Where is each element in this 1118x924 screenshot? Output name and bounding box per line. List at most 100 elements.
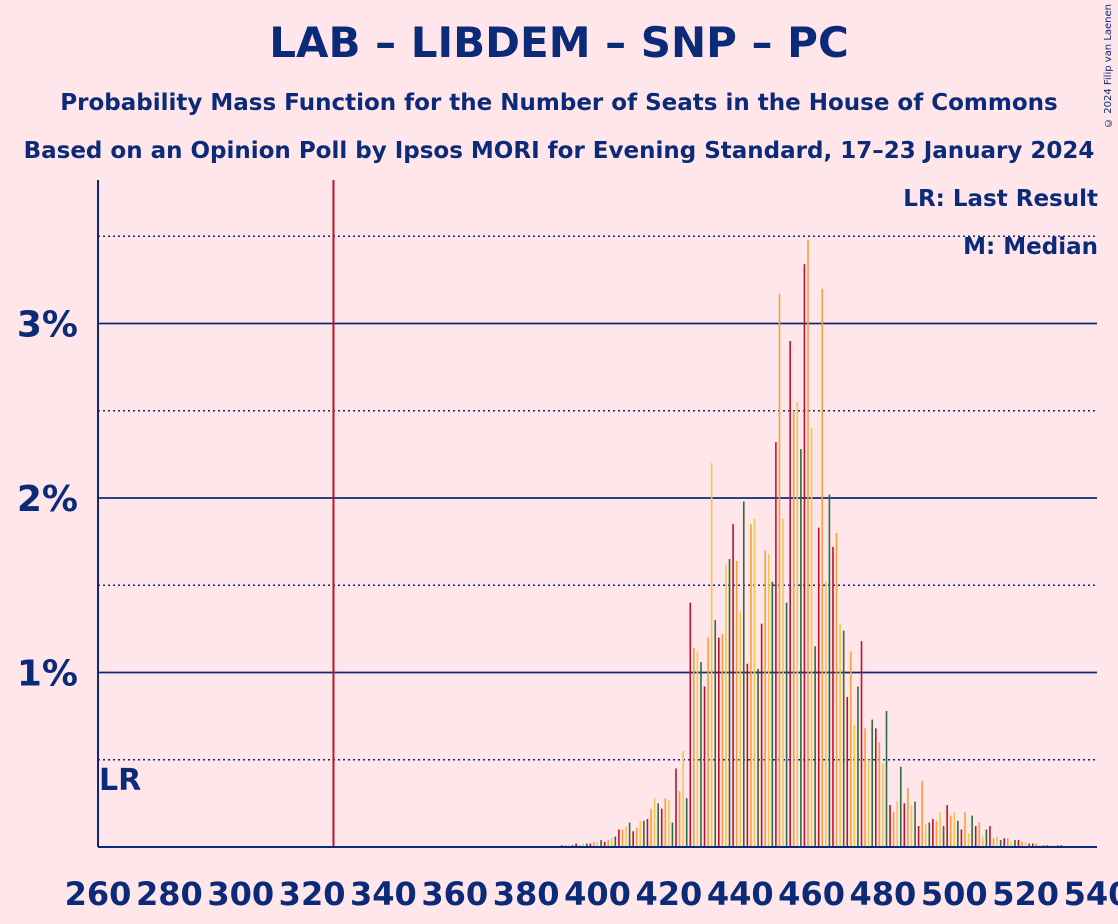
data-bar <box>632 831 634 847</box>
data-bar <box>857 686 859 847</box>
data-bar <box>585 843 588 847</box>
data-bar <box>803 264 806 847</box>
data-bar <box>978 822 981 847</box>
data-bar <box>825 581 827 847</box>
data-bar <box>621 829 624 847</box>
data-bar <box>685 798 688 847</box>
data-bar <box>721 634 724 847</box>
data-bar <box>589 843 592 847</box>
data-bar <box>1003 838 1006 847</box>
data-bar <box>846 696 849 847</box>
data-bar <box>867 759 870 847</box>
data-bar <box>899 766 902 847</box>
data-bar <box>575 843 577 847</box>
data-bar <box>735 560 738 847</box>
data-bar <box>828 494 831 847</box>
data-bar <box>593 841 595 847</box>
data-bar <box>771 581 774 847</box>
data-bar <box>882 763 884 847</box>
data-bar <box>1017 840 1020 847</box>
data-bar <box>942 826 945 847</box>
data-bar <box>710 463 713 847</box>
data-bar <box>832 546 834 847</box>
data-bar <box>628 822 631 847</box>
data-bar <box>939 812 941 847</box>
data-bar <box>807 239 809 848</box>
data-bar <box>660 808 663 847</box>
data-bar <box>989 826 991 847</box>
x-tick-label: 520 <box>992 875 1059 913</box>
data-bar <box>646 819 649 847</box>
data-bar <box>671 822 674 847</box>
legend-median: M: Median <box>963 234 1098 260</box>
data-bar <box>718 637 720 847</box>
data-bar <box>878 742 881 847</box>
data-bar <box>714 620 717 847</box>
data-bar <box>778 293 781 848</box>
x-tick-label: 420 <box>635 875 702 913</box>
data-bar <box>582 843 585 847</box>
y-tick-label: 3% <box>17 305 78 346</box>
data-bar <box>903 803 906 847</box>
data-bar <box>992 838 995 847</box>
data-bar <box>785 602 788 847</box>
data-bar <box>625 826 627 847</box>
data-bar <box>800 449 802 847</box>
data-bar <box>728 559 731 847</box>
data-bar <box>885 710 888 847</box>
data-bar <box>796 402 799 847</box>
last-result-label: LR <box>99 763 141 798</box>
data-bar <box>924 824 927 847</box>
data-bar <box>892 812 895 847</box>
data-bar <box>614 836 617 847</box>
data-bar <box>693 648 695 847</box>
data-bar <box>1014 840 1016 847</box>
x-tick-label: 300 <box>207 875 274 913</box>
data-bar <box>907 787 909 847</box>
data-bar <box>810 428 813 847</box>
data-bar <box>792 410 795 847</box>
y-tick-label: 1% <box>17 654 78 695</box>
data-bar <box>839 623 841 847</box>
data-bar <box>739 611 742 847</box>
y-tick-label: 2% <box>17 479 78 520</box>
legend-last-result: LR: Last Result <box>903 186 1098 212</box>
data-bar <box>650 808 652 847</box>
data-bar <box>996 836 998 847</box>
data-bar <box>871 719 874 847</box>
data-bar <box>635 827 638 847</box>
data-bar <box>860 641 863 847</box>
data-bar <box>921 780 923 847</box>
data-bar <box>914 801 916 847</box>
data-bar <box>957 820 959 847</box>
data-bar <box>703 686 706 847</box>
data-bar <box>618 829 620 847</box>
data-bar <box>764 550 766 847</box>
data-bar <box>953 812 956 847</box>
x-tick-label: 260 <box>65 875 132 913</box>
x-tick-label: 320 <box>279 875 346 913</box>
data-bar <box>928 822 931 847</box>
x-tick-label: 440 <box>707 875 774 913</box>
data-bar <box>767 553 770 847</box>
data-bar <box>985 829 988 847</box>
data-bar <box>821 288 824 848</box>
data-bar <box>967 833 970 847</box>
data-bar <box>607 840 610 847</box>
data-bar <box>960 829 963 847</box>
x-tick-label: 360 <box>421 875 488 913</box>
data-bar <box>600 840 602 847</box>
x-tick-label: 500 <box>921 875 988 913</box>
data-bar <box>596 841 599 847</box>
data-bar <box>917 826 920 847</box>
data-bar <box>1028 843 1031 847</box>
data-bar <box>610 838 613 847</box>
data-bar <box>896 801 898 847</box>
chart-title: LAB – LIBDEM – SNP – PC <box>269 18 849 67</box>
data-bar <box>1007 838 1009 847</box>
x-tick-label: 380 <box>493 875 560 913</box>
data-bar <box>964 812 966 847</box>
chart-subtitle: Probability Mass Function for the Number… <box>60 90 1058 116</box>
data-bar <box>910 805 913 847</box>
data-bar <box>853 724 856 847</box>
